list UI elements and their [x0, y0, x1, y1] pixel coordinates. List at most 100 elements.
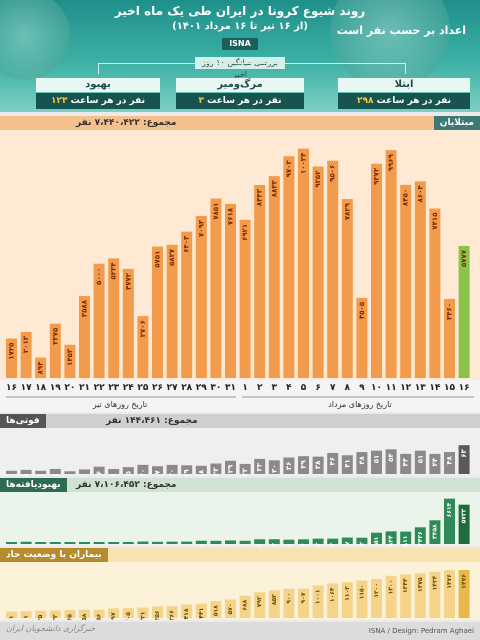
bar-value-label: ۲۰ — [168, 469, 176, 476]
bar — [152, 541, 163, 544]
card-deaths-unit: نفر در هر ساعت — [207, 96, 282, 106]
bar-value-label: ۸۵۳ — [271, 594, 278, 605]
bar-value-label: ۴۶۷ — [242, 544, 249, 546]
bar — [298, 456, 309, 474]
bar-value-label: ۲۰۱ — [8, 615, 15, 620]
bar-value-label: ۱۴۵۳ — [66, 348, 74, 366]
bar-value-label: ۸۶۰۴ — [416, 185, 424, 203]
card-recovery-label: بهبود — [36, 78, 160, 92]
agency-logo: خبرگزاری دانشجویان ایران — [6, 624, 96, 633]
day-tick-label: ۲ — [257, 383, 263, 393]
bar — [429, 571, 441, 618]
bar — [356, 297, 368, 378]
day-tick-label: ۲۷ — [167, 383, 178, 393]
bar — [93, 609, 105, 618]
bar-value-label: ۱۶۵۱ — [373, 537, 380, 546]
bar-value-label: ۵۷۷۷ — [460, 249, 468, 267]
bar-value-label: ۱۱ — [51, 473, 59, 476]
bar-value-label: ۳۴۷ — [169, 545, 176, 546]
bar-value-label: ۲۰ — [139, 469, 147, 476]
bar — [225, 540, 236, 544]
bar — [371, 579, 382, 618]
bar-value-label: ۲۰۱۳ — [22, 335, 30, 353]
bar-value-label: ۱۸ — [197, 469, 205, 476]
bar-value-label: ۷۸۲۹ — [343, 202, 351, 220]
bar — [225, 203, 236, 378]
footer: خبرگزاری دانشجویان ایران ISNA / Design: … — [0, 622, 480, 640]
bar-value-label: ۱۰۰۳۴ — [300, 152, 308, 174]
day-tick-label: ۱۶ — [459, 383, 470, 393]
deaths-total: مجموع: ۱۴۴،۴۶۱ نفر — [106, 416, 198, 426]
day-tick-label: ۱۴ — [429, 383, 440, 393]
bar — [64, 542, 76, 544]
bar-value-label: ۹۳۷ — [344, 541, 351, 546]
bar-value-label: ۶۳ — [460, 448, 468, 457]
recovered-total: مجموع: ۷،۱۰۶،۴۵۲ نفر — [76, 480, 177, 490]
bar-value-label: ۱۱۰۳ — [344, 586, 351, 601]
bar — [181, 465, 193, 474]
card-deaths-number: ۳ — [198, 96, 204, 106]
bar-value-label: ۱۱۵۰ — [358, 585, 365, 600]
bar — [93, 542, 105, 544]
bar — [20, 541, 32, 544]
bar — [371, 163, 382, 378]
bar — [312, 585, 324, 618]
bar — [6, 542, 17, 544]
bar — [414, 573, 426, 618]
bar-value-label: ۱۴۷۶ — [446, 574, 453, 589]
bar — [327, 452, 339, 474]
bar — [298, 539, 309, 544]
bar-value-label: ۱۰ — [81, 473, 89, 476]
bar — [312, 166, 324, 378]
bar-value-label: ۶۹۳ — [271, 543, 278, 546]
bar-value-label: ۳۹ — [300, 459, 308, 468]
bar-value-label: ۸۴۴۳ — [256, 188, 264, 206]
bar — [225, 460, 236, 474]
design-credit: ISNA / Design: Pedram Aghaei — [368, 627, 474, 635]
bar — [239, 540, 251, 544]
bar-value-label: ۳۴۵۸ — [431, 524, 438, 539]
bar — [79, 295, 90, 378]
bar — [385, 531, 397, 544]
bar-value-label: ۶۳۱ — [285, 544, 292, 546]
bar — [152, 466, 163, 474]
day-tick-label: ۲۹ — [196, 383, 207, 393]
bar — [108, 608, 120, 618]
bar-value-label: ۶۸۸ — [242, 599, 249, 610]
bar — [195, 540, 207, 544]
bar — [239, 219, 251, 378]
bar-value-label: ۵۷۰ — [227, 603, 234, 614]
bar — [195, 215, 207, 378]
bar-value-label: ۸۹۴ — [37, 361, 45, 375]
day-tick-label: ۲۰ — [64, 383, 75, 393]
bar-value-label: ۳۶۶ — [169, 610, 176, 620]
bar — [444, 452, 455, 474]
bar-value-label: ۱۸۱۱ — [402, 536, 409, 546]
bar — [166, 606, 178, 618]
bar-value-label: ۱۳۰۰ — [388, 580, 395, 595]
bar — [210, 463, 222, 474]
bar — [385, 449, 397, 474]
bar — [20, 331, 32, 378]
bar-value-label: ۱۰۰۱ — [315, 589, 322, 604]
bar — [108, 258, 120, 378]
bar-value-label: ۸۸۳۳ — [270, 179, 278, 197]
day-tick-label: ۳۰ — [210, 383, 221, 393]
bar — [6, 470, 17, 474]
bar — [195, 465, 207, 474]
bar — [341, 455, 353, 474]
day-tick-label: ۱۱ — [386, 383, 397, 393]
tir-axis-label: تاریخ روزهای تیر — [92, 400, 148, 409]
bar-value-label: ۷۹۲ — [256, 596, 263, 607]
bar — [166, 244, 178, 378]
day-tick-label: ۲۱ — [79, 383, 90, 393]
bar — [400, 184, 412, 378]
bar-value-label: ۴۶ — [329, 457, 337, 466]
bar — [268, 176, 280, 378]
day-tick-label: ۷ — [330, 383, 336, 393]
bar-value-label: ۹۷۰۳ — [285, 159, 293, 177]
bar — [49, 542, 61, 544]
day-tick-label: ۱۰ — [371, 383, 382, 393]
bar-value-label: ۳۶۲ — [139, 545, 146, 546]
bar — [268, 539, 280, 544]
